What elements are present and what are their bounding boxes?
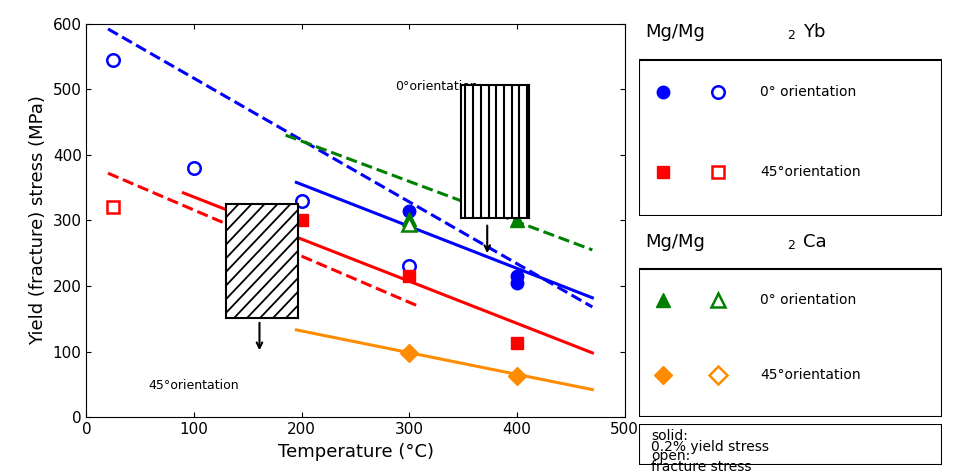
X-axis label: Temperature (°C): Temperature (°C) — [278, 443, 433, 461]
Text: fracture stress: fracture stress — [652, 460, 752, 474]
Text: Mg/Mg: Mg/Mg — [645, 233, 705, 251]
Text: 45°orientation: 45°orientation — [760, 165, 861, 179]
Text: solid:: solid: — [652, 429, 688, 443]
FancyBboxPatch shape — [639, 269, 942, 417]
Text: 2: 2 — [787, 239, 796, 252]
Text: 0.2% yield stress: 0.2% yield stress — [652, 439, 769, 454]
Text: 0° orientation: 0° orientation — [760, 85, 856, 99]
Text: open:: open: — [652, 449, 690, 463]
Text: 2: 2 — [787, 28, 796, 42]
Text: 45°orientation: 45°orientation — [149, 379, 239, 392]
Text: 0°orientation: 0°orientation — [395, 80, 478, 92]
Text: Ca: Ca — [802, 233, 826, 251]
Text: 0° orientation: 0° orientation — [760, 292, 856, 307]
Text: Mg/Mg: Mg/Mg — [645, 23, 705, 41]
Text: Yb: Yb — [802, 23, 825, 41]
Y-axis label: Yield (fracture) stress (MPa): Yield (fracture) stress (MPa) — [29, 95, 47, 346]
Text: 45°orientation: 45°orientation — [760, 368, 861, 383]
FancyBboxPatch shape — [639, 424, 942, 465]
FancyBboxPatch shape — [639, 60, 942, 216]
